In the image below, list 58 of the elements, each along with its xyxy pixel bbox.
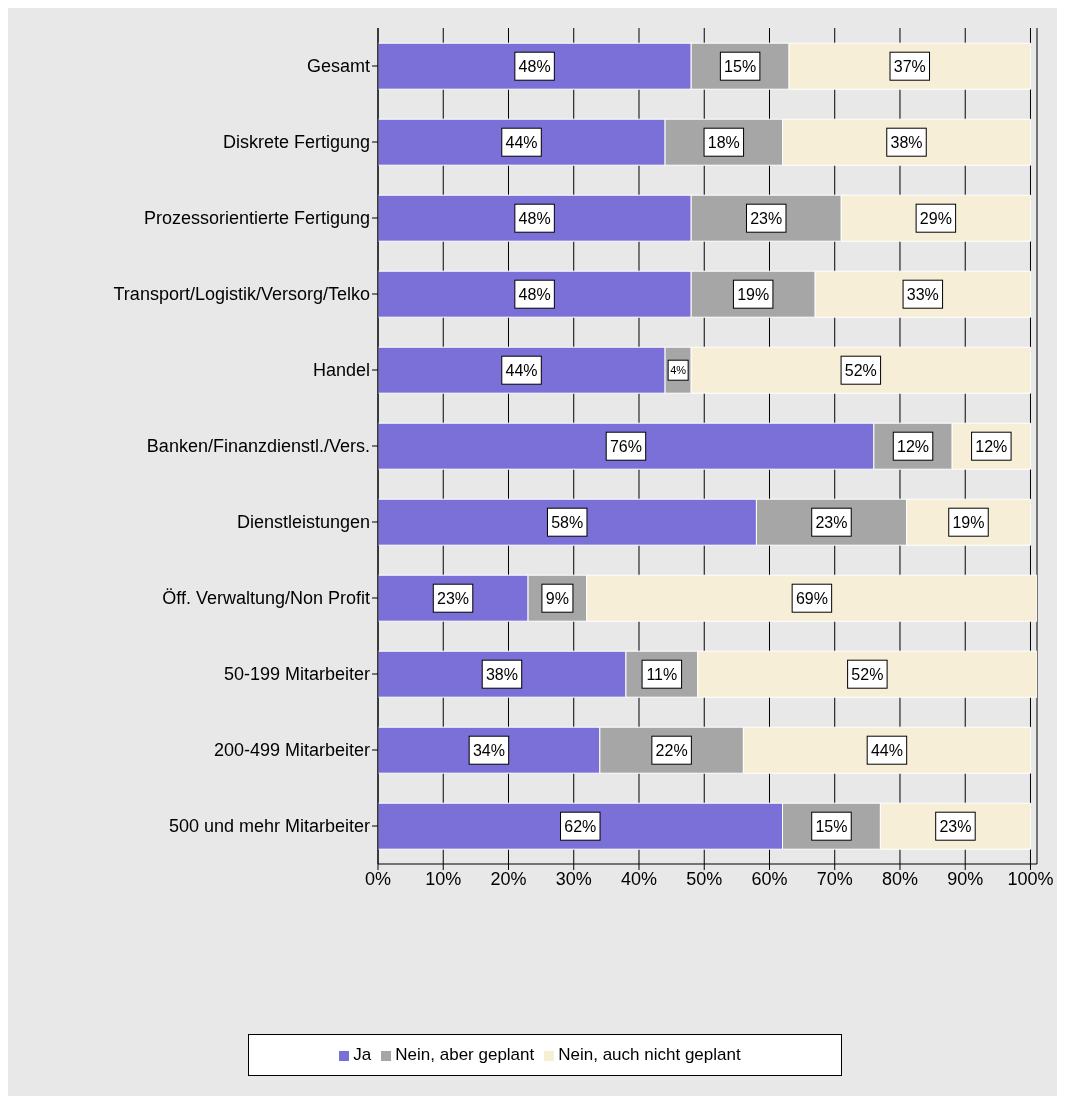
x-tick-label: 90% xyxy=(947,868,984,889)
x-tick-label: 60% xyxy=(751,868,788,889)
x-tick-label: 40% xyxy=(620,868,658,889)
x-tick-label: 30% xyxy=(555,868,592,889)
data-label: 44% xyxy=(505,133,538,151)
data-label: 22% xyxy=(655,741,688,759)
data-label: 12% xyxy=(975,437,1008,455)
data-label: 48% xyxy=(518,57,551,75)
data-label: 52% xyxy=(844,361,877,379)
data-label: 62% xyxy=(564,817,597,835)
data-label: 48% xyxy=(518,209,551,227)
y-tick-label: 500 und mehr Mitarbeiter xyxy=(168,816,370,837)
x-tick-label: 80% xyxy=(881,868,918,889)
data-label: 58% xyxy=(551,513,584,531)
legend-label: Nein, aber geplant xyxy=(395,1045,535,1064)
data-label: 4% xyxy=(670,364,687,377)
data-label: 37% xyxy=(893,57,926,75)
data-label: 23% xyxy=(437,589,470,607)
y-tick-label: Transport/Logistik/Versorg/Telko xyxy=(113,284,370,305)
data-label: 19% xyxy=(952,513,985,531)
legend-label: Ja xyxy=(353,1045,372,1064)
data-label: 52% xyxy=(851,665,884,683)
data-label: 12% xyxy=(897,437,930,455)
data-label: 38% xyxy=(485,665,518,683)
data-label: 23% xyxy=(815,513,848,531)
x-tick-label: 10% xyxy=(425,868,462,889)
data-label: 23% xyxy=(750,209,783,227)
y-tick-label: Handel xyxy=(312,360,370,381)
data-label: 18% xyxy=(707,133,740,151)
data-label: 9% xyxy=(545,589,569,607)
legend-label: Nein, auch nicht geplant xyxy=(558,1045,741,1064)
y-tick-label: Diskrete Fertigung xyxy=(222,132,370,153)
data-label: 15% xyxy=(815,817,848,835)
x-tick-label: 0% xyxy=(364,868,392,889)
y-tick-label: Banken/Finanzdienstl./Vers. xyxy=(146,436,370,457)
y-tick-label: Prozessorientierte Fertigung xyxy=(143,208,370,229)
data-label: 38% xyxy=(890,133,923,151)
y-tick-label: 200-499 Mitarbeiter xyxy=(213,740,370,761)
y-tick-label: 50-199 Mitarbeiter xyxy=(223,664,370,685)
data-label: 23% xyxy=(939,817,972,835)
data-label: 69% xyxy=(795,589,828,607)
x-tick-label: 100% xyxy=(1007,868,1054,889)
data-label: 15% xyxy=(724,57,757,75)
y-tick-label: Öff. Verwaltung/Non Profit xyxy=(162,588,370,609)
x-tick-label: 50% xyxy=(686,868,723,889)
data-label: 48% xyxy=(518,285,551,303)
y-tick-label: Gesamt xyxy=(306,56,370,77)
data-label: 34% xyxy=(472,741,505,759)
data-label: 44% xyxy=(870,741,903,759)
data-label: 29% xyxy=(919,209,952,227)
data-label: 11% xyxy=(646,665,678,683)
x-tick-label: 20% xyxy=(490,868,527,889)
data-label: 19% xyxy=(737,285,770,303)
data-label: 44% xyxy=(505,361,538,379)
y-tick-label: Dienstleistungen xyxy=(236,512,370,533)
x-tick-label: 70% xyxy=(816,868,853,889)
data-label: 76% xyxy=(609,437,642,455)
data-label: 33% xyxy=(906,285,939,303)
